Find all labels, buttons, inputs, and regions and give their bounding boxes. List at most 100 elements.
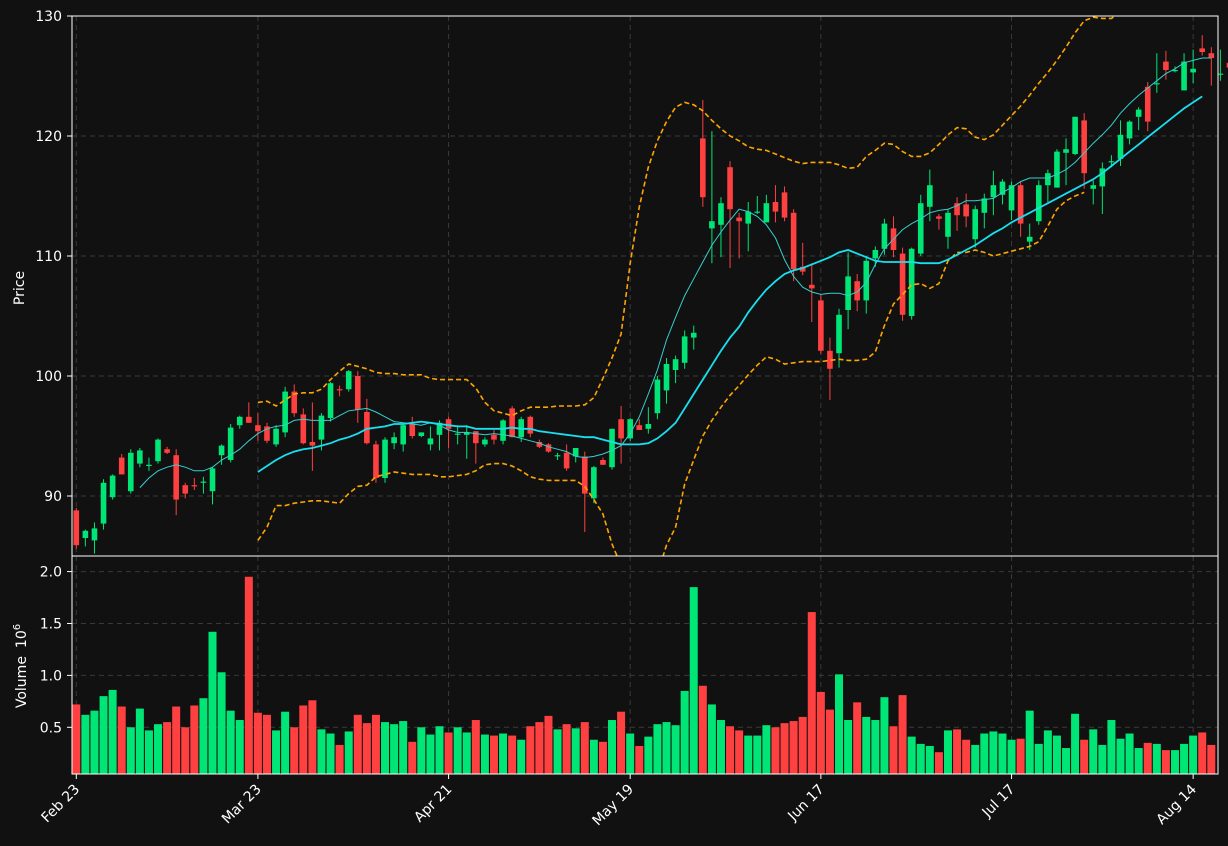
volume-bar xyxy=(1089,729,1098,774)
candle xyxy=(745,202,752,252)
candle-body xyxy=(1135,109,1142,117)
volume-bar xyxy=(771,727,780,774)
candle-body xyxy=(1072,116,1078,154)
volume-bar xyxy=(989,731,998,774)
volume-bar xyxy=(753,735,762,774)
volume-label-exponent-base: 10 xyxy=(14,630,30,648)
volume-bar xyxy=(589,739,598,774)
candle xyxy=(681,330,688,369)
candle-body xyxy=(1181,61,1187,91)
candle xyxy=(781,186,788,222)
candle xyxy=(200,476,207,494)
candle xyxy=(591,466,597,504)
volume-bar xyxy=(190,705,199,774)
volume-bar xyxy=(971,744,980,774)
volume-bar xyxy=(362,723,371,774)
candle-body xyxy=(636,425,643,430)
candle xyxy=(1035,180,1042,225)
candle xyxy=(391,432,397,450)
candle xyxy=(709,131,715,264)
candle xyxy=(636,419,643,430)
candle-body xyxy=(600,460,606,465)
volume-bar xyxy=(644,736,653,774)
candle-body xyxy=(236,416,243,426)
candle xyxy=(264,422,270,444)
candle-body xyxy=(1144,86,1151,122)
volume-bar xyxy=(835,674,844,774)
volume-bar xyxy=(871,720,880,774)
candle-body xyxy=(1026,236,1033,242)
candle-body xyxy=(999,181,1006,195)
candle-body xyxy=(917,203,924,254)
volume-bar xyxy=(508,735,517,774)
candle-body xyxy=(137,450,143,464)
volume-bar xyxy=(435,726,444,774)
candle xyxy=(1081,113,1087,189)
volume-tick-label: 0.5 xyxy=(40,720,62,736)
volume-bar xyxy=(680,690,689,774)
candle-body xyxy=(881,223,888,249)
volume-bar xyxy=(626,733,635,774)
volume-bar xyxy=(798,716,807,774)
candle-body xyxy=(591,467,597,499)
volume-bar xyxy=(353,714,362,774)
volume-bar xyxy=(535,722,544,774)
candle xyxy=(491,430,497,445)
volume-bar xyxy=(126,727,135,774)
candle-body xyxy=(808,284,815,289)
volume-bar xyxy=(1143,742,1152,774)
volume-bar xyxy=(72,704,81,774)
candle-body xyxy=(709,221,715,229)
candle xyxy=(1135,107,1142,130)
candle-body xyxy=(799,266,806,272)
volume-y-ticks: 0.5 1.0 1.5 2.0 xyxy=(40,565,72,736)
candle-body xyxy=(1226,62,1228,68)
candle xyxy=(554,452,561,460)
candle xyxy=(345,370,352,392)
volume-bar xyxy=(381,722,390,774)
candle-body xyxy=(663,364,670,391)
candle xyxy=(963,193,969,228)
volume-bar xyxy=(1170,750,1179,774)
price-overlays xyxy=(139,16,1212,556)
candle xyxy=(1181,53,1187,91)
candle-body xyxy=(554,455,561,457)
volume-bar xyxy=(335,744,344,774)
candle xyxy=(1226,62,1228,68)
candle-body xyxy=(1063,149,1069,153)
volume-bar xyxy=(344,731,353,774)
candle-body xyxy=(854,281,860,301)
candle-body xyxy=(473,431,479,444)
candle-body xyxy=(899,253,906,315)
candle xyxy=(1217,49,1224,81)
candle-body xyxy=(527,416,534,434)
slow-moving-average-line xyxy=(257,95,1203,473)
candle-body xyxy=(745,211,752,224)
candle-body xyxy=(463,432,470,435)
candle xyxy=(509,406,515,438)
candle-body xyxy=(373,444,379,478)
volume-bar xyxy=(453,727,462,774)
fast-moving-average-line xyxy=(139,57,1212,488)
candle-body xyxy=(1126,121,1133,139)
volume-bar xyxy=(408,741,417,774)
candle-body xyxy=(100,482,107,524)
volume-bar xyxy=(262,714,271,774)
candle-body xyxy=(672,359,679,370)
candle xyxy=(609,428,615,470)
volume-bar xyxy=(553,729,562,774)
candle xyxy=(1054,149,1060,188)
candle xyxy=(908,247,915,320)
candle-body xyxy=(1108,161,1115,163)
candle-body xyxy=(127,452,134,492)
candle xyxy=(945,209,951,249)
candle xyxy=(917,194,924,256)
candle-body xyxy=(436,422,443,435)
candle xyxy=(1163,50,1169,80)
volume-bar xyxy=(181,727,190,774)
volume-bar xyxy=(617,711,626,774)
candle-body xyxy=(1154,83,1160,85)
candle-body xyxy=(409,424,416,436)
volume-bar xyxy=(1071,713,1080,774)
candle xyxy=(218,444,225,465)
